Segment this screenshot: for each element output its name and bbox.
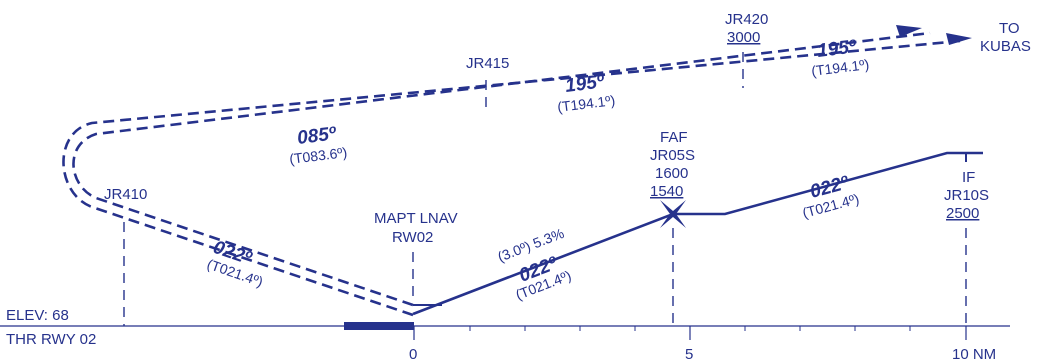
if-label-2: JR10S	[944, 187, 989, 204]
missed-true-course-4: (T194.1º)	[810, 56, 870, 79]
missed-heading-2: 085º	[296, 123, 338, 149]
threshold-label: THR RWY 02	[6, 331, 96, 348]
if-label-1: IF	[962, 169, 975, 186]
jr420-label: JR420	[725, 11, 768, 28]
faf-maltese-cross	[660, 200, 686, 228]
missed-heading-3: 195º	[564, 71, 606, 97]
missed-approach-path	[62, 31, 961, 317]
faf-label-1: FAF	[660, 129, 688, 146]
kubas-label-2: KUBAS	[980, 38, 1031, 55]
faf-label-4: 1540	[650, 183, 683, 200]
missed-heading-4: 195º	[816, 36, 858, 62]
elevation-label: ELEV: 68	[6, 307, 69, 324]
jr410-label: JR410	[104, 186, 147, 203]
kubas-label-1: TO	[999, 20, 1020, 37]
missed-true-course-3: (T194.1º)	[556, 92, 616, 115]
faf-label-2: JR05S	[650, 147, 695, 164]
runway-bar	[344, 322, 414, 330]
descent-profile	[412, 151, 983, 316]
missed-arrow-1	[896, 25, 922, 37]
mapt-label-1: MAPT LNAV	[374, 210, 458, 227]
distance-label-0: 0	[409, 346, 417, 363]
distance-label-5: 5	[685, 346, 693, 363]
distance-label-10: 10 NM	[952, 346, 996, 363]
missed-true-course-2: (T083.6º)	[288, 144, 348, 167]
faf-label-3: 1600	[655, 165, 688, 182]
jr420-altitude: 3000	[727, 29, 760, 46]
mapt-label-2: RW02	[392, 229, 433, 246]
missed-arrow-2	[946, 33, 972, 45]
jr415-label: JR415	[466, 55, 509, 72]
if-label-3: 2500	[946, 205, 979, 222]
